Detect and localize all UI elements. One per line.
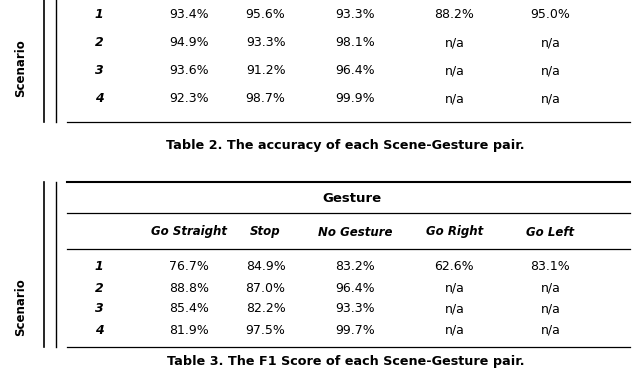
Text: n/a: n/a <box>444 64 465 77</box>
Text: 98.7%: 98.7% <box>246 92 285 105</box>
Text: 2: 2 <box>95 37 104 50</box>
Text: 2: 2 <box>95 282 104 295</box>
Text: n/a: n/a <box>444 282 465 295</box>
Text: 92.3%: 92.3% <box>169 92 209 105</box>
Text: 95.0%: 95.0% <box>531 9 570 21</box>
Text: 93.3%: 93.3% <box>246 37 285 50</box>
Text: 93.6%: 93.6% <box>169 64 209 77</box>
Text: Stop: Stop <box>250 225 281 239</box>
Text: Go Straight: Go Straight <box>151 225 227 239</box>
Text: 94.9%: 94.9% <box>169 37 209 50</box>
Text: 85.4%: 85.4% <box>169 303 209 316</box>
Text: 97.5%: 97.5% <box>246 323 285 336</box>
Text: 4: 4 <box>95 92 104 105</box>
Text: 96.4%: 96.4% <box>335 64 375 77</box>
Text: 3: 3 <box>95 303 104 316</box>
Text: 96.4%: 96.4% <box>335 282 375 295</box>
Text: 93.3%: 93.3% <box>335 9 375 21</box>
Text: n/a: n/a <box>540 37 561 50</box>
Text: n/a: n/a <box>444 303 465 316</box>
Text: n/a: n/a <box>540 64 561 77</box>
Text: 84.9%: 84.9% <box>246 260 285 273</box>
Text: Scenario: Scenario <box>14 40 27 97</box>
Text: 88.8%: 88.8% <box>169 282 209 295</box>
Text: 62.6%: 62.6% <box>435 260 474 273</box>
Text: n/a: n/a <box>444 323 465 336</box>
Text: n/a: n/a <box>444 92 465 105</box>
Text: 4: 4 <box>95 323 104 336</box>
Text: n/a: n/a <box>540 282 561 295</box>
Text: Table 3. The F1 Score of each Scene-Gesture pair.: Table 3. The F1 Score of each Scene-Gest… <box>167 354 524 367</box>
Text: 88.2%: 88.2% <box>435 9 474 21</box>
Text: Gesture: Gesture <box>323 192 381 205</box>
Text: 91.2%: 91.2% <box>246 64 285 77</box>
Text: 81.9%: 81.9% <box>169 323 209 336</box>
Text: 99.9%: 99.9% <box>335 92 375 105</box>
Text: Go Left: Go Left <box>526 225 575 239</box>
Text: Go Right: Go Right <box>426 225 483 239</box>
Text: n/a: n/a <box>444 37 465 50</box>
Text: 93.4%: 93.4% <box>169 9 209 21</box>
Text: n/a: n/a <box>540 92 561 105</box>
Text: 3: 3 <box>95 64 104 77</box>
Text: n/a: n/a <box>540 323 561 336</box>
Text: 76.7%: 76.7% <box>169 260 209 273</box>
Text: 82.2%: 82.2% <box>246 303 285 316</box>
Text: 99.7%: 99.7% <box>335 323 375 336</box>
Text: 1: 1 <box>95 260 104 273</box>
Text: n/a: n/a <box>540 303 561 316</box>
Text: 83.2%: 83.2% <box>335 260 375 273</box>
Text: 87.0%: 87.0% <box>246 282 285 295</box>
Text: 95.6%: 95.6% <box>246 9 285 21</box>
Text: No Gesture: No Gesture <box>318 225 392 239</box>
Text: 98.1%: 98.1% <box>335 37 375 50</box>
Text: 93.3%: 93.3% <box>335 303 375 316</box>
Text: Scenario: Scenario <box>14 278 27 336</box>
Text: 1: 1 <box>95 9 104 21</box>
Text: 83.1%: 83.1% <box>531 260 570 273</box>
Text: Table 2. The accuracy of each Scene-Gesture pair.: Table 2. The accuracy of each Scene-Gest… <box>166 138 525 151</box>
